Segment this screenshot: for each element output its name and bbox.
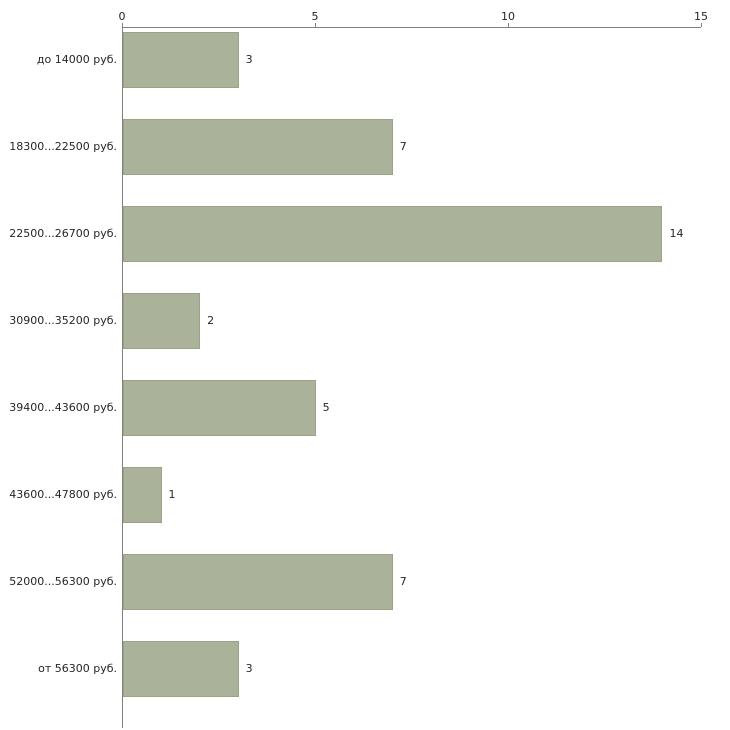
x-tick-mark	[315, 23, 316, 27]
x-tick-label: 15	[694, 10, 708, 23]
category-label: 39400...43600 руб.	[9, 401, 117, 414]
x-tick-label: 0	[118, 10, 126, 23]
chart-row: 30900...35200 руб. 2	[0, 277, 730, 364]
chart-row: до 14000 руб. 3	[0, 16, 730, 103]
bar	[123, 31, 239, 88]
value-label: 14	[669, 227, 684, 240]
value-label: 1	[168, 488, 176, 501]
x-tick-mark	[122, 23, 123, 27]
bar-track: 14	[123, 205, 701, 262]
value-label: 3	[245, 662, 253, 675]
chart-row: 18300...22500 руб. 7	[0, 103, 730, 190]
x-axis: 0 5 10 15	[119, 11, 708, 28]
value-label: 7	[399, 140, 407, 153]
y-axis	[122, 27, 123, 728]
x-tick-mark	[701, 23, 702, 27]
bar-track: 2	[123, 292, 701, 349]
value-label: 2	[207, 314, 215, 327]
bar-track: 1	[123, 466, 701, 523]
value-label: 7	[399, 575, 407, 588]
category-label: 18300...22500 руб.	[9, 140, 117, 153]
bar	[123, 118, 393, 175]
chart-row: 39400...43600 руб. 5	[0, 364, 730, 451]
category-label: 30900...35200 руб.	[9, 314, 117, 327]
bar-track: 7	[123, 553, 701, 610]
bar	[123, 553, 393, 610]
chart-rows: до 14000 руб. 3 18300...22500 руб. 7 22500..…	[0, 16, 730, 712]
value-label: 3	[245, 53, 253, 66]
category-label: 52000...56300 руб.	[9, 575, 117, 588]
bar	[123, 292, 201, 349]
bar	[123, 466, 162, 523]
category-label: 43600...47800 руб.	[9, 488, 117, 501]
category-label: 22500...26700 руб.	[9, 227, 117, 240]
bar	[123, 205, 663, 262]
bar	[123, 379, 316, 436]
bar	[123, 640, 239, 697]
bar-track: 7	[123, 118, 701, 175]
x-tick-label: 10	[501, 10, 515, 23]
bar-track: 3	[123, 31, 701, 88]
bar-track: 3	[123, 640, 701, 697]
chart-row: от 56300 руб. 3	[0, 625, 730, 712]
category-label: от 56300 руб.	[38, 662, 117, 675]
bar-track: 5	[123, 379, 701, 436]
x-tick-mark	[508, 23, 509, 27]
chart-row: 52000...56300 руб. 7	[0, 538, 730, 625]
x-tick-label: 5	[311, 10, 319, 23]
value-label: 5	[322, 401, 330, 414]
chart-row: 43600...47800 руб. 1	[0, 451, 730, 538]
chart-row: 22500...26700 руб. 14	[0, 190, 730, 277]
category-label: до 14000 руб.	[36, 53, 117, 66]
